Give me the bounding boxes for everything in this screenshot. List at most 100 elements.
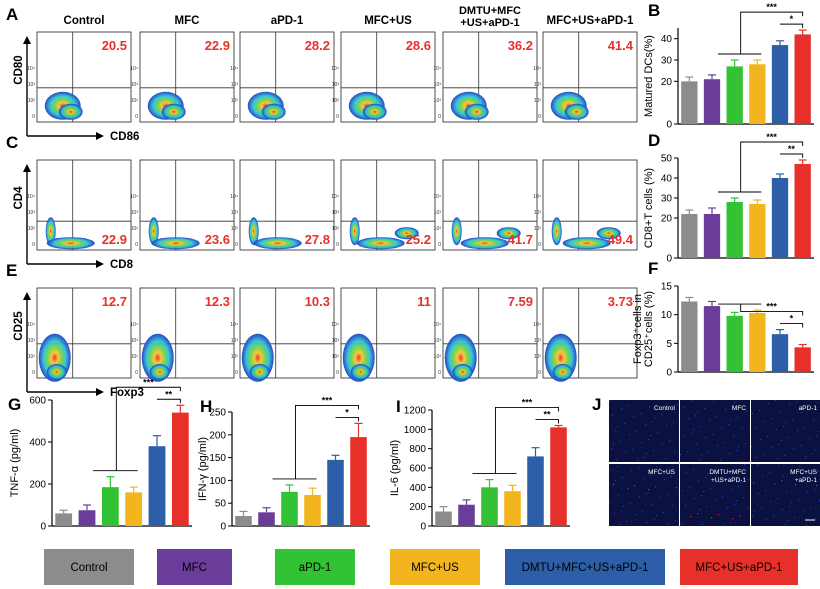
micrograph-speckle (763, 454, 765, 456)
density-cloud (149, 364, 170, 380)
micrograph-speckle (706, 506, 708, 508)
signif-bracket (495, 407, 559, 474)
axis-tick-label: 10² (28, 98, 36, 104)
micrograph-speckle (641, 442, 643, 444)
micrograph-speckle (766, 519, 768, 521)
micrograph-speckle (771, 418, 773, 420)
legend-item: MFC+US (390, 549, 480, 585)
micrograph-speckle (780, 411, 782, 413)
y-axis-label: IL-6 (pg/ml) (389, 440, 401, 496)
axis-tick-label: 10³ (28, 210, 36, 216)
axis-tick-label: 0 (538, 370, 541, 376)
micrograph-speckle (648, 489, 650, 491)
axis-tick-label: 10⁴ (533, 66, 541, 72)
micrograph-speckle (651, 504, 653, 506)
flow-plot: 0 10² 10³ 10⁴ 25.2 (331, 159, 436, 251)
micrograph-speckle (801, 412, 803, 414)
bar-mfc (703, 79, 721, 124)
signif-mark: * (345, 407, 349, 417)
micrograph-speckle (719, 481, 721, 483)
micrograph-speckle (725, 409, 727, 411)
density-cloud (261, 103, 286, 120)
bar-control (681, 81, 698, 124)
axis-tick-label: 10³ (434, 338, 442, 344)
micrograph-speckle (678, 433, 680, 435)
micrograph-speckle (666, 425, 668, 427)
density-cloud (596, 227, 621, 240)
legend-label: DMTU+MFC+US+aPD-1 (522, 562, 649, 574)
signif-mark: *** (322, 395, 333, 405)
micrograph-speckle (639, 496, 641, 498)
bar-mfc-us (304, 494, 321, 526)
micrograph-speckle (742, 428, 744, 430)
micrograph-speckle (717, 445, 719, 447)
micrograph-speckle (803, 510, 805, 512)
micrograph-speckle (810, 507, 812, 509)
axis-tick-label: 0 (235, 370, 238, 376)
y-tick-label: 20 (661, 214, 673, 225)
micrograph-speckle (816, 435, 818, 437)
micrograph-speckle (812, 453, 814, 455)
legend-swatch (680, 549, 798, 585)
y-tick-label: 200 (209, 430, 226, 441)
axis-tick-label: 10⁴ (331, 66, 339, 72)
micrograph-speckle (694, 498, 696, 500)
micrograph-speckle (722, 496, 724, 498)
micrograph-speckle (689, 487, 691, 489)
density-cloud (350, 364, 371, 380)
bar-dmtu-mfc-us-apd-1 (527, 456, 544, 526)
axis-tick-label: 10³ (28, 82, 36, 88)
density-cloud (46, 237, 95, 250)
micrograph-speckle (619, 524, 621, 526)
micrograph-speckle (747, 479, 749, 481)
panel-letter-d: D (648, 131, 660, 150)
micrograph-speckle (650, 435, 652, 437)
axis-tick-label: 10³ (131, 210, 139, 216)
flow-plot: 0 10² 10³ 10⁴ 27.8 (230, 159, 335, 251)
micrograph-speckle (760, 439, 762, 441)
axis-tick-label: 10⁴ (27, 322, 35, 328)
micrograph-speckle (621, 510, 623, 512)
micrograph-speckle (652, 421, 654, 423)
y-tick-label: 15 (661, 282, 673, 293)
signif-bracket (780, 323, 804, 328)
micrograph-speckle (652, 471, 654, 473)
micrograph-speckle (744, 464, 746, 466)
flow-plot: 0 10² 10³ 10⁴ 10.3 (230, 287, 335, 382)
legend-swatch (505, 549, 665, 585)
micrograph-speckle (665, 458, 667, 460)
quadrant-value: 22.9 (102, 232, 127, 247)
micrograph-speckle (728, 424, 730, 426)
micrograph-speckle (808, 409, 810, 411)
micrograph-speckle (777, 498, 779, 500)
micrograph-speckle (685, 505, 687, 507)
density-cloud (362, 103, 387, 120)
axis-tick-label: 0 (538, 114, 541, 120)
micrograph-speckle (796, 401, 798, 403)
y-tick-label: 600 (29, 396, 46, 407)
micrograph-speckle (818, 471, 820, 473)
micrograph-speckle (675, 520, 677, 522)
micrograph-speckle (784, 455, 786, 457)
quadrant-value: 25.2 (406, 232, 431, 247)
bar-dmtu-mfc-us-apd-1 (327, 459, 344, 526)
density-cloud (496, 227, 521, 240)
axis-tick-label: 10³ (28, 338, 36, 344)
micrograph-speckle (738, 486, 740, 488)
micrograph-speckle (746, 410, 748, 412)
micrograph-speckle (755, 428, 757, 430)
panel-letter-h: H (200, 397, 212, 416)
axis-tick-label: 10² (434, 226, 442, 232)
micrograph-speckle (636, 431, 638, 433)
axis-tick-label: 10⁴ (130, 194, 138, 200)
quadrant-value: 11 (417, 294, 431, 309)
micrograph-speckle (776, 429, 778, 431)
micrograph-label: Control (654, 405, 676, 412)
micrograph-speckle (754, 511, 756, 513)
flow-plot: 0 10² 10³ 10⁴ 11 (331, 287, 436, 382)
axis-tick-label: 10³ (231, 82, 239, 88)
axis-tick-label: 0 (32, 114, 35, 120)
micrograph-speckle (758, 493, 760, 495)
y-tick-label: 400 (29, 438, 46, 449)
